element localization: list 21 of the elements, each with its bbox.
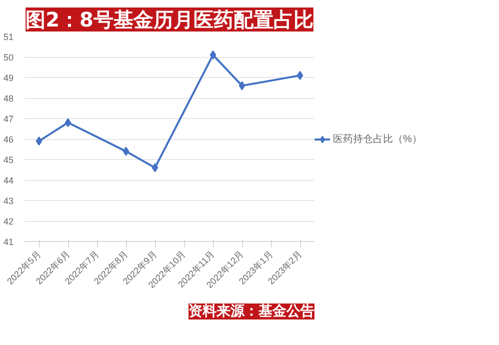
point	[64, 118, 72, 128]
y-tick-label: 41	[3, 237, 14, 247]
y-tick-label: 47	[3, 114, 14, 124]
y-tick-label: 45	[3, 155, 14, 165]
text: 资料来源：基金公告	[188, 304, 314, 320]
y-tick-label: 48	[3, 94, 14, 104]
y-tick-label: 51	[3, 32, 14, 42]
y-tick-label: 43	[3, 196, 14, 206]
point	[210, 50, 216, 60]
legend-label: 医药持仓占比（%）	[333, 132, 422, 146]
point	[296, 70, 304, 80]
chart-title: 图2：8号基金历月医药配置占比	[26, 8, 314, 32]
point	[122, 146, 130, 156]
point	[36, 136, 42, 146]
point	[152, 163, 158, 172]
y-tick-label: 42	[3, 216, 14, 226]
y-tick-label: 49	[3, 73, 14, 83]
point	[238, 81, 246, 90]
y-tick-label: 44	[3, 176, 14, 186]
y-tick-label: 46	[3, 134, 14, 144]
y-tick-label: 50	[3, 52, 14, 62]
